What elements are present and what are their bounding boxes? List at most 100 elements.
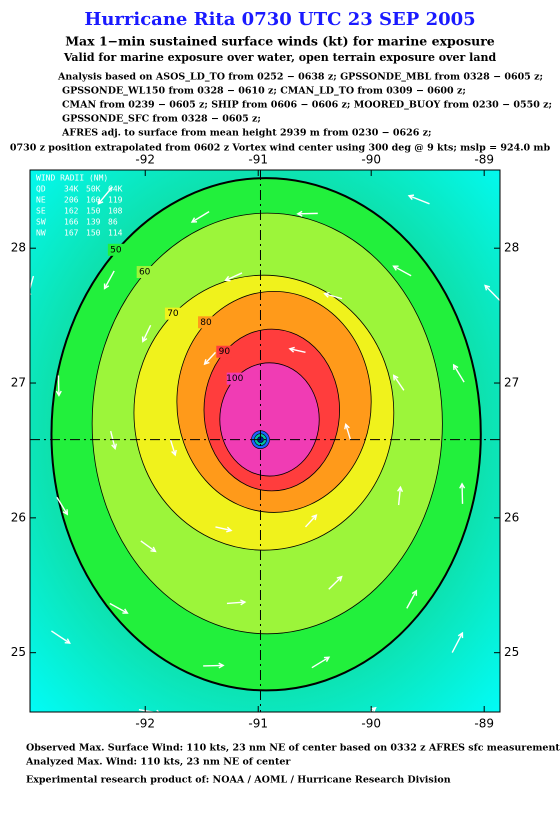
- wind-arrow-head: [64, 638, 71, 644]
- x-tick-label: -92: [135, 153, 155, 167]
- wind-arrow: [453, 364, 465, 383]
- wind-arrow: [406, 590, 417, 609]
- wind-arrow-head: [311, 514, 318, 521]
- contour-label: 60: [139, 268, 151, 278]
- y-tick-label: 25: [504, 645, 519, 659]
- contour-label-bg: [107, 243, 124, 256]
- radii-cell: 108: [108, 207, 123, 216]
- analysis-line: GPSSONDE_WL150 from 0328 − 0610 z; CMAN_…: [62, 86, 466, 97]
- map-plot: 50 60 70 80 90 100 WIND RADII (NM) QD 34K 50K 64K N…: [30, 170, 526, 741]
- wind-arrow: [451, 632, 464, 653]
- x-tick-label: -89: [474, 717, 494, 731]
- y-tick-label: 26: [11, 510, 26, 524]
- analysis-line: Analysis based on ASOS_LD_TO from 0252 −…: [57, 72, 543, 83]
- valid-note: Valid for marine exposure over water, op…: [63, 51, 497, 64]
- wind-arrow: [142, 324, 152, 342]
- wind-arrow: [345, 424, 352, 440]
- wind-arrow-head: [484, 284, 491, 291]
- radii-cell: QD: [36, 185, 46, 194]
- radii-cell: NW: [36, 229, 46, 238]
- y-tick-label: 28: [504, 241, 519, 255]
- wind-arrow-head: [397, 485, 404, 493]
- wind-arrow: [397, 487, 402, 506]
- wind-arrow: [109, 602, 128, 614]
- contour: [219, 362, 320, 477]
- wind-arrow-head: [392, 265, 399, 271]
- contour-label-bg: [216, 345, 233, 358]
- x-tick-label: -90: [361, 153, 381, 167]
- wind-arrow-head: [203, 359, 210, 366]
- wind-arrow: [328, 576, 343, 590]
- wind-arrow-head: [122, 608, 129, 614]
- wind-arrow-head: [457, 631, 464, 639]
- wind-arrow-head: [411, 589, 418, 596]
- wind-arrow-head: [392, 374, 399, 381]
- wind-arrow-head: [264, 735, 269, 740]
- wind-arrow-head: [62, 509, 69, 516]
- wind-arrow: [393, 265, 412, 277]
- wind-arrow-head: [97, 198, 104, 205]
- wind-arrow-head: [344, 422, 350, 430]
- wind-arrow-head: [323, 656, 331, 662]
- radii-cell: SW: [36, 218, 46, 227]
- wind-arrow: [169, 439, 176, 456]
- y-tick-label: 26: [504, 510, 519, 524]
- radii-cell: 150: [86, 229, 101, 238]
- wind-arrow-head: [103, 283, 110, 290]
- contour-label-bg: [198, 316, 215, 329]
- radii-cell: SE: [36, 207, 46, 216]
- wind-arrow: [226, 601, 245, 605]
- x-tick-label: -92: [135, 717, 155, 731]
- map-frame: [29, 169, 501, 713]
- wind-arrow: [50, 630, 71, 644]
- radii-cell: 64K: [108, 185, 123, 194]
- wind-arrow: [56, 496, 68, 515]
- radii-cell: 114: [108, 229, 123, 238]
- contour-label: 70: [167, 309, 179, 319]
- x-tick-label: -91: [248, 717, 268, 731]
- radii-cell: 34K: [64, 185, 79, 194]
- wind-arrow: [248, 736, 269, 741]
- wind-arrow-head: [370, 706, 377, 712]
- analysis-line: GPSSONDE_SFC from 0328 − 0605 z;: [62, 114, 261, 125]
- contour-label: 100: [226, 374, 243, 384]
- footer-line: Experimental research product of: NOAA /…: [26, 775, 451, 786]
- wind-arrow-head: [190, 217, 198, 223]
- radii-cell: 86: [108, 218, 118, 227]
- wind-arrow-head: [296, 210, 303, 217]
- wind-arrow-head: [522, 402, 526, 407]
- y-tick-label: 27: [11, 376, 26, 390]
- radii-cell: 166: [64, 218, 79, 227]
- radii-cell: 50K: [86, 185, 101, 194]
- wind-arrow-head: [288, 346, 295, 353]
- contour-label: 50: [110, 245, 122, 255]
- wind-arrow: [484, 285, 500, 302]
- x-tick-label: -91: [248, 153, 268, 167]
- radii-cell: 206: [64, 196, 79, 205]
- y-tick-label: 25: [11, 645, 26, 659]
- radii-title: WIND RADII (NM): [36, 174, 108, 183]
- wind-arrow-head: [323, 291, 330, 298]
- wind-arrow-head: [218, 662, 225, 669]
- footer-line: Analyzed Max. Wind: 110 kts, 23 nm NE of…: [25, 757, 291, 768]
- wind-arrow: [369, 707, 376, 712]
- contour-label: 90: [219, 347, 231, 357]
- radii-cell: 150: [86, 207, 101, 216]
- wind-arrow: [204, 351, 216, 365]
- wind-arrow: [103, 270, 115, 289]
- analysis-line: CMAN from 0239 − 0605 z; SHIP from 0606 …: [62, 100, 552, 111]
- analysis-line: AFRES adj. to surface from mean height 2…: [61, 128, 432, 139]
- wind-arrow-head: [156, 709, 161, 712]
- contour-label-bg: [164, 307, 181, 320]
- wind-arrow: [393, 375, 405, 391]
- radii-cell: 160: [86, 196, 101, 205]
- title: Hurricane Rita 0730 UTC 23 SEP 2005: [84, 9, 475, 30]
- wind-arrow-head: [512, 525, 517, 530]
- wind-arrow-head: [459, 482, 466, 489]
- subtitle: Max 1−min sustained surface winds (kt) f…: [65, 34, 495, 49]
- radii-cell: 139: [86, 218, 101, 227]
- x-tick-label: -90: [361, 717, 381, 731]
- wind-arrow-head: [111, 443, 118, 450]
- position-note: 0730 z position extrapolated from 0602 z…: [10, 143, 551, 154]
